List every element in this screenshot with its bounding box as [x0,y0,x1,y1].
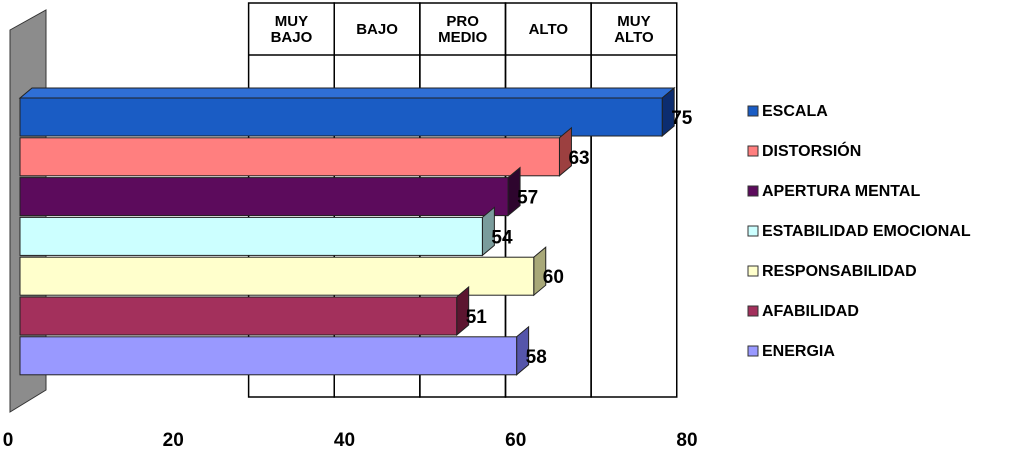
range-band-label: ALTO [614,29,654,46]
x-tick-label: 80 [676,430,697,451]
range-band-label: BAJO [356,21,398,38]
bar-value-label: 75 [671,108,693,129]
legend-item: ESCALA [747,103,828,120]
bar [19,246,547,297]
range-band-label: MEDIO [438,29,488,46]
bar-front-face [19,336,518,376]
legend-label: DISTORSIÓN [762,141,861,160]
range-band-label: MUY [275,13,308,30]
range-band-frame [590,2,678,398]
legend-label: ESTABILIDAD EMOCIONAL [762,223,971,240]
bar [19,126,572,177]
legend-swatch [747,145,759,157]
bar-top-face [18,87,676,99]
legend-swatch [747,265,759,277]
range-band-label: PRO [446,13,479,30]
range-band-label: MUY [617,13,650,30]
legend-swatch [747,185,759,197]
legend-item: AFABILIDAD [747,303,859,320]
x-tick-label: 40 [334,430,355,451]
x-tick-label: 0 [3,430,14,451]
bar [19,325,530,376]
x-tick-label: 60 [505,430,526,451]
bar-series [18,86,676,376]
bar-value-label: 51 [466,307,488,328]
x-tick-label: 20 [163,430,184,451]
bar-value-label: 60 [543,267,564,288]
bar-front-face [19,256,535,296]
bar-value-label: 58 [526,347,547,368]
range-band-label: BAJO [271,29,313,46]
legend-item: ENERGIA [747,343,835,360]
legend-swatch [747,345,759,357]
legend-item: ESTABILIDAD EMOCIONAL [747,223,971,240]
bar-value-label: 54 [491,227,513,248]
legend-swatch [747,105,759,117]
legend-item: RESPONSABILIDAD [747,263,917,280]
x-axis-ticks: 0 20 40 60 80 [3,430,698,451]
bar-value-label: 57 [517,188,538,209]
bar-front-face [19,216,483,256]
range-band-label: ALTO [529,21,569,38]
legend-label: APERTURA MENTAL [762,183,920,200]
bar-value-label: 63 [568,148,589,169]
legend-label: AFABILIDAD [762,303,859,320]
bar [19,166,521,217]
bar-front-face [19,97,663,137]
bar [19,206,495,257]
legend-label: ESCALA [762,103,828,120]
bar [19,285,470,337]
legend-label: RESPONSABILIDAD [762,263,917,280]
legend-label: ENERGIA [762,343,835,360]
legend-swatch [747,225,759,237]
legend-swatch [747,305,759,317]
bar-front-face [19,296,458,336]
legend-item: DISTORSIÓN [747,141,861,160]
bar [18,86,676,138]
bar-front-face [19,177,509,217]
legend-item: APERTURA MENTAL [747,183,920,200]
bar-front-face [19,137,560,177]
legend: ESCALA DISTORSIÓN APERTURA MENTAL ESTABILID… [747,103,971,360]
